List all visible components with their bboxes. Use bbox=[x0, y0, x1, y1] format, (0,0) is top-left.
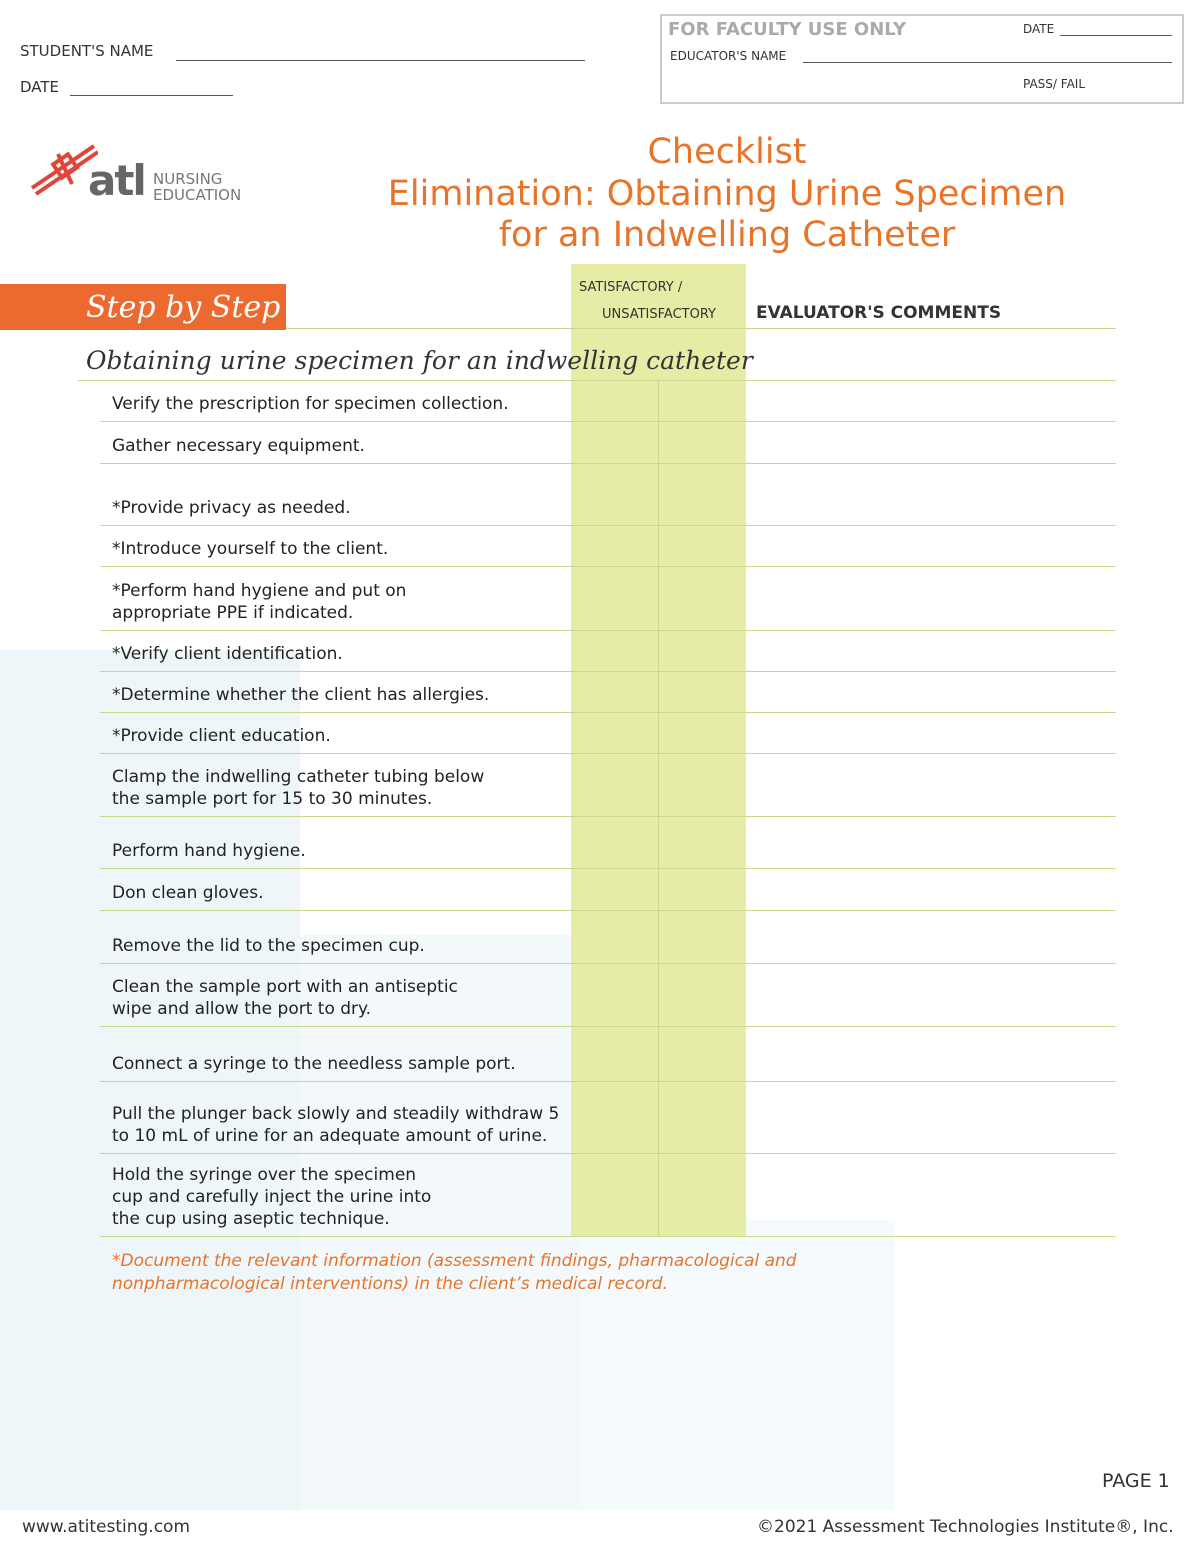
step: *Provide client education. bbox=[112, 712, 567, 747]
step-text: *Determine whether the client has allerg… bbox=[112, 685, 490, 705]
faculty-date-label: DATE bbox=[1023, 22, 1055, 36]
footer-url: www.atitesting.com bbox=[22, 1517, 191, 1537]
educator-label: EDUCATOR'S NAME bbox=[670, 49, 787, 63]
tab-label: Step by Step bbox=[86, 290, 281, 325]
input-line bbox=[70, 95, 233, 96]
step-text: Hold the syringe over the specimen bbox=[112, 1165, 417, 1185]
step-text: Clamp the indwelling catheter tubing bel… bbox=[112, 767, 485, 787]
row-rule bbox=[100, 671, 1116, 672]
input-line bbox=[1060, 35, 1172, 36]
rule bbox=[286, 328, 1116, 329]
step-text: Remove the lid to the specimen cup. bbox=[112, 936, 425, 956]
row-rule bbox=[100, 630, 1116, 631]
pass-fail-label: PASS/ FAIL bbox=[1023, 77, 1086, 91]
footer-copyright: ©2021 Assessment Technologies Institute®… bbox=[757, 1517, 1174, 1537]
step: Hold the syringe over the specimen cup an… bbox=[112, 1153, 567, 1230]
row-rule bbox=[100, 421, 1116, 422]
logo-icon bbox=[30, 144, 98, 196]
row-rule bbox=[100, 463, 1116, 464]
step-text: Perform hand hygiene. bbox=[112, 841, 306, 861]
row-rule bbox=[100, 1236, 1116, 1237]
step-text: to 10 mL of urine for an adequate amount… bbox=[112, 1126, 548, 1146]
step-text: Don clean gloves. bbox=[112, 883, 264, 903]
step: Pull the plunger back slowly and steadil… bbox=[112, 1081, 567, 1147]
faculty-title: FOR FACULTY USE ONLY bbox=[668, 19, 906, 40]
step: Remove the lid to the specimen cup. bbox=[112, 910, 567, 957]
step: *Determine whether the client has allerg… bbox=[112, 671, 567, 706]
step-text: *Provide privacy as needed. bbox=[112, 498, 351, 518]
step: *Verify client identification. bbox=[112, 630, 567, 665]
logo-text: EDUCATION bbox=[153, 186, 242, 204]
column-header: SATISFACTORY / bbox=[579, 280, 683, 295]
step-text: the cup using aseptic technique. bbox=[112, 1209, 390, 1229]
step-text: *Provide client education. bbox=[112, 726, 331, 746]
subtitle: Elimination: Obtaining Urine Specimen bbox=[387, 174, 1067, 214]
step: Connect a syringe to the needless sample… bbox=[112, 1026, 567, 1075]
input-line bbox=[176, 60, 585, 61]
note: nonpharmacological interventions) in the… bbox=[112, 1274, 668, 1294]
subtitle: for an Indwelling Catheter bbox=[498, 215, 956, 255]
rule bbox=[78, 380, 1116, 381]
title: Checklist bbox=[647, 132, 807, 172]
step: *Provide privacy as needed. bbox=[112, 463, 567, 519]
column-header: EVALUATOR'S COMMENTS bbox=[756, 303, 1002, 323]
column-header: UNSATISFACTORY bbox=[602, 307, 716, 322]
step-text: Gather necessary equipment. bbox=[112, 436, 365, 456]
step-text: appropriate PPE if indicated. bbox=[112, 603, 354, 623]
step: Clean the sample port with an antiseptic… bbox=[112, 963, 567, 1020]
step-text: *Introduce yourself to the client. bbox=[112, 539, 389, 559]
step: Clamp the indwelling catheter tubing bel… bbox=[112, 753, 567, 810]
row-rule bbox=[100, 525, 1116, 526]
row-rule bbox=[100, 910, 1116, 911]
step-text: *Verify client identification. bbox=[112, 644, 343, 664]
step-text: *Perform hand hygiene and put on bbox=[112, 581, 407, 601]
tab bbox=[0, 284, 286, 330]
step-text: Pull the plunger back slowly and steadil… bbox=[112, 1104, 560, 1124]
row-rule bbox=[100, 753, 1116, 754]
step-text: cup and carefully inject the urine into bbox=[112, 1187, 432, 1207]
step-text: Clean the sample port with an antiseptic bbox=[112, 977, 458, 997]
faculty-box bbox=[660, 14, 1184, 104]
input-line bbox=[803, 62, 1172, 63]
row-rule bbox=[100, 868, 1116, 869]
step: Don clean gloves. bbox=[112, 868, 567, 904]
step-text: wipe and allow the port to dry. bbox=[112, 999, 372, 1019]
row-rule bbox=[100, 1081, 1116, 1082]
student-name-label: STUDENT'S NAME bbox=[20, 42, 154, 60]
section-title: Obtaining urine specimen for an indwelli… bbox=[86, 346, 753, 375]
logo-mark: atl bbox=[88, 156, 147, 205]
step-text: the sample port for 15 to 30 minutes. bbox=[112, 789, 433, 809]
row-rule bbox=[100, 566, 1116, 567]
step-text: Verify the prescription for specimen col… bbox=[112, 394, 509, 414]
step: Verify the prescription for specimen col… bbox=[112, 380, 567, 415]
page-number: PAGE 1 bbox=[1102, 1470, 1170, 1492]
logo-text: NURSING bbox=[153, 170, 223, 188]
background-panel bbox=[0, 650, 300, 1510]
note: *Document the relevant information (asse… bbox=[112, 1251, 797, 1271]
date-label: DATE bbox=[20, 78, 60, 96]
row-rule bbox=[100, 1153, 1116, 1154]
step-text: Connect a syringe to the needless sample… bbox=[112, 1054, 516, 1074]
row-rule bbox=[100, 1026, 1116, 1027]
column-divider bbox=[658, 380, 659, 1236]
background-panel bbox=[580, 1220, 895, 1510]
row-rule bbox=[100, 712, 1116, 713]
step: Gather necessary equipment. bbox=[112, 421, 567, 457]
background-panel bbox=[300, 935, 580, 1510]
step: Perform hand hygiene. bbox=[112, 816, 567, 862]
step: *Introduce yourself to the client. bbox=[112, 525, 567, 560]
row-rule bbox=[100, 963, 1116, 964]
row-rule bbox=[100, 816, 1116, 817]
step: *Perform hand hygiene and put on appropri… bbox=[112, 566, 567, 624]
